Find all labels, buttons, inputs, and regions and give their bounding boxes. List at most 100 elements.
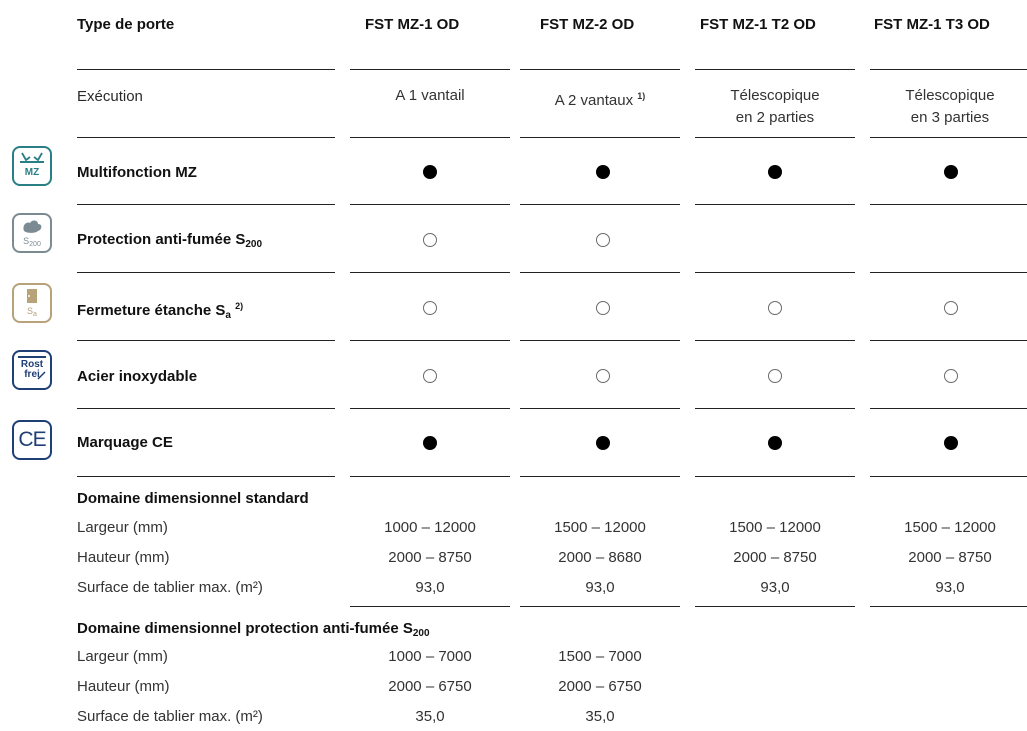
standard-dimension-value: 93,0 bbox=[760, 579, 790, 596]
row-rule bbox=[350, 408, 510, 409]
standard-dimension-value: 2000 – 8750 bbox=[908, 549, 992, 566]
row-rule bbox=[77, 69, 335, 70]
execution-line: A 1 vantail bbox=[395, 87, 465, 104]
execution-line: Télescopique bbox=[905, 87, 995, 104]
filled-circle-mark bbox=[423, 436, 437, 450]
execution-cell-2: A 2 vantaux 1) bbox=[520, 85, 680, 112]
stainless-icon-text: Rost frei bbox=[20, 359, 44, 380]
filled-circle-mark bbox=[944, 436, 958, 450]
std-height-label: Hauteur (mm) bbox=[77, 549, 170, 566]
row-rule bbox=[520, 204, 680, 205]
execution-cell-4: Télescopique en 3 parties bbox=[870, 85, 1027, 129]
row-rule bbox=[520, 69, 680, 70]
row-rule bbox=[77, 272, 335, 273]
tight-seal-icon: Sa bbox=[12, 283, 52, 323]
smoke-dimensions-title-text: Domaine dimensionnel protection anti-fum… bbox=[77, 620, 413, 637]
row-rule bbox=[520, 408, 680, 409]
row-rule bbox=[350, 137, 510, 138]
row-rule bbox=[695, 272, 855, 273]
feature-label-seal: Fermeture étanche Sa 2) bbox=[77, 301, 243, 321]
standard-dimension-value: 93,0 bbox=[415, 579, 445, 596]
smoke-dimension-value: 2000 – 6750 bbox=[558, 678, 642, 695]
smoke-dimension-value: 2000 – 6750 bbox=[388, 678, 472, 695]
row-rule bbox=[350, 204, 510, 205]
row-rule bbox=[695, 69, 855, 70]
row-rule bbox=[77, 340, 335, 341]
empty-circle-mark bbox=[596, 369, 610, 383]
standard-dimension-value: 1500 – 12000 bbox=[729, 519, 821, 536]
feature-label-subscript: 200 bbox=[245, 239, 263, 250]
empty-circle-mark bbox=[423, 233, 437, 247]
feature-label-text: Acier inoxydable bbox=[77, 368, 198, 385]
standard-dimension-value: 1500 – 12000 bbox=[904, 519, 996, 536]
feature-label-subscript: a bbox=[225, 310, 231, 321]
column-header-1: FST MZ-1 OD bbox=[365, 16, 460, 33]
row-rule bbox=[695, 137, 855, 138]
row-rule bbox=[350, 606, 510, 607]
standard-dimension-value: 2000 – 8750 bbox=[388, 549, 472, 566]
filled-circle-mark bbox=[596, 436, 610, 450]
feature-label-smoke: Protection anti-fumée S200 bbox=[77, 231, 262, 250]
execution-line: A 2 vantaux bbox=[554, 92, 634, 109]
smoke-dimensions-title: Domaine dimensionnel protection anti-fum… bbox=[77, 620, 430, 639]
row-rule bbox=[350, 476, 510, 477]
execution-line: en 3 parties bbox=[910, 109, 990, 126]
standard-dimension-value: 2000 – 8680 bbox=[558, 549, 642, 566]
row-rule bbox=[695, 408, 855, 409]
row-rule bbox=[520, 272, 680, 273]
ce-icon-text: CE bbox=[18, 428, 46, 451]
empty-circle-mark bbox=[596, 301, 610, 315]
empty-circle-mark bbox=[423, 369, 437, 383]
standard-dimension-value: 2000 – 8750 bbox=[733, 549, 817, 566]
standard-dimension-value: 93,0 bbox=[935, 579, 965, 596]
smoke-dimension-value: 1500 – 7000 bbox=[558, 648, 642, 665]
row-rule bbox=[350, 272, 510, 273]
execution-cell-3: Télescopique en 2 parties bbox=[695, 85, 855, 129]
row-rule bbox=[350, 69, 510, 70]
smoke-surface-label: Surface de tablier max. (m²) bbox=[77, 708, 263, 725]
empty-circle-mark bbox=[944, 301, 958, 315]
std-width-label: Largeur (mm) bbox=[77, 519, 168, 536]
row-rule bbox=[870, 476, 1027, 477]
feature-label-text: Fermeture étanche S bbox=[77, 302, 226, 319]
row-rule bbox=[870, 408, 1027, 409]
row-rule bbox=[870, 69, 1027, 70]
feature-label-text: Protection anti-fumée S bbox=[77, 231, 246, 248]
execution-line: en 2 parties bbox=[735, 109, 815, 126]
empty-circle-mark bbox=[768, 369, 782, 383]
filled-circle-mark bbox=[768, 436, 782, 450]
row-rule bbox=[870, 204, 1027, 205]
type-de-porte-header: Type de porte bbox=[77, 16, 175, 33]
seal-icon-text: Sa bbox=[27, 306, 37, 318]
feature-label-stainless: Acier inoxydable bbox=[77, 368, 197, 385]
stainless-steel-icon: Rost frei bbox=[12, 350, 52, 390]
execution-label: Exécution bbox=[77, 88, 143, 105]
filled-circle-mark bbox=[596, 165, 610, 179]
row-rule bbox=[520, 476, 680, 477]
footnote-marker: 1) bbox=[637, 91, 646, 101]
smoke-dimensions-title-subscript: 200 bbox=[412, 628, 430, 639]
row-rule bbox=[77, 204, 335, 205]
standard-dimensions-title: Domaine dimensionnel standard bbox=[77, 490, 309, 507]
standard-dimension-value: 93,0 bbox=[585, 579, 615, 596]
row-rule bbox=[350, 340, 510, 341]
smoke-icon-text: S200 bbox=[23, 236, 41, 248]
row-rule bbox=[77, 476, 335, 477]
feature-label-ce: Marquage CE bbox=[77, 434, 173, 451]
empty-circle-mark bbox=[423, 301, 437, 315]
row-rule bbox=[870, 340, 1027, 341]
execution-line: Télescopique bbox=[730, 87, 820, 104]
row-rule bbox=[520, 606, 680, 607]
filled-circle-mark bbox=[768, 165, 782, 179]
execution-cell-1: A 1 vantail bbox=[350, 85, 510, 107]
standard-dimension-value: 1000 – 12000 bbox=[384, 519, 476, 536]
feature-label-mz: Multifonction MZ bbox=[77, 164, 197, 181]
feature-label-text: Marquage CE bbox=[77, 434, 173, 451]
row-rule bbox=[520, 340, 680, 341]
smoke-dimension-value: 35,0 bbox=[585, 708, 615, 725]
smoke-dimension-value: 35,0 bbox=[415, 708, 445, 725]
row-rule bbox=[870, 137, 1027, 138]
empty-circle-mark bbox=[596, 233, 610, 247]
feature-label-text: Multifonction MZ bbox=[77, 164, 197, 181]
column-header-2: FST MZ-2 OD bbox=[540, 16, 635, 33]
